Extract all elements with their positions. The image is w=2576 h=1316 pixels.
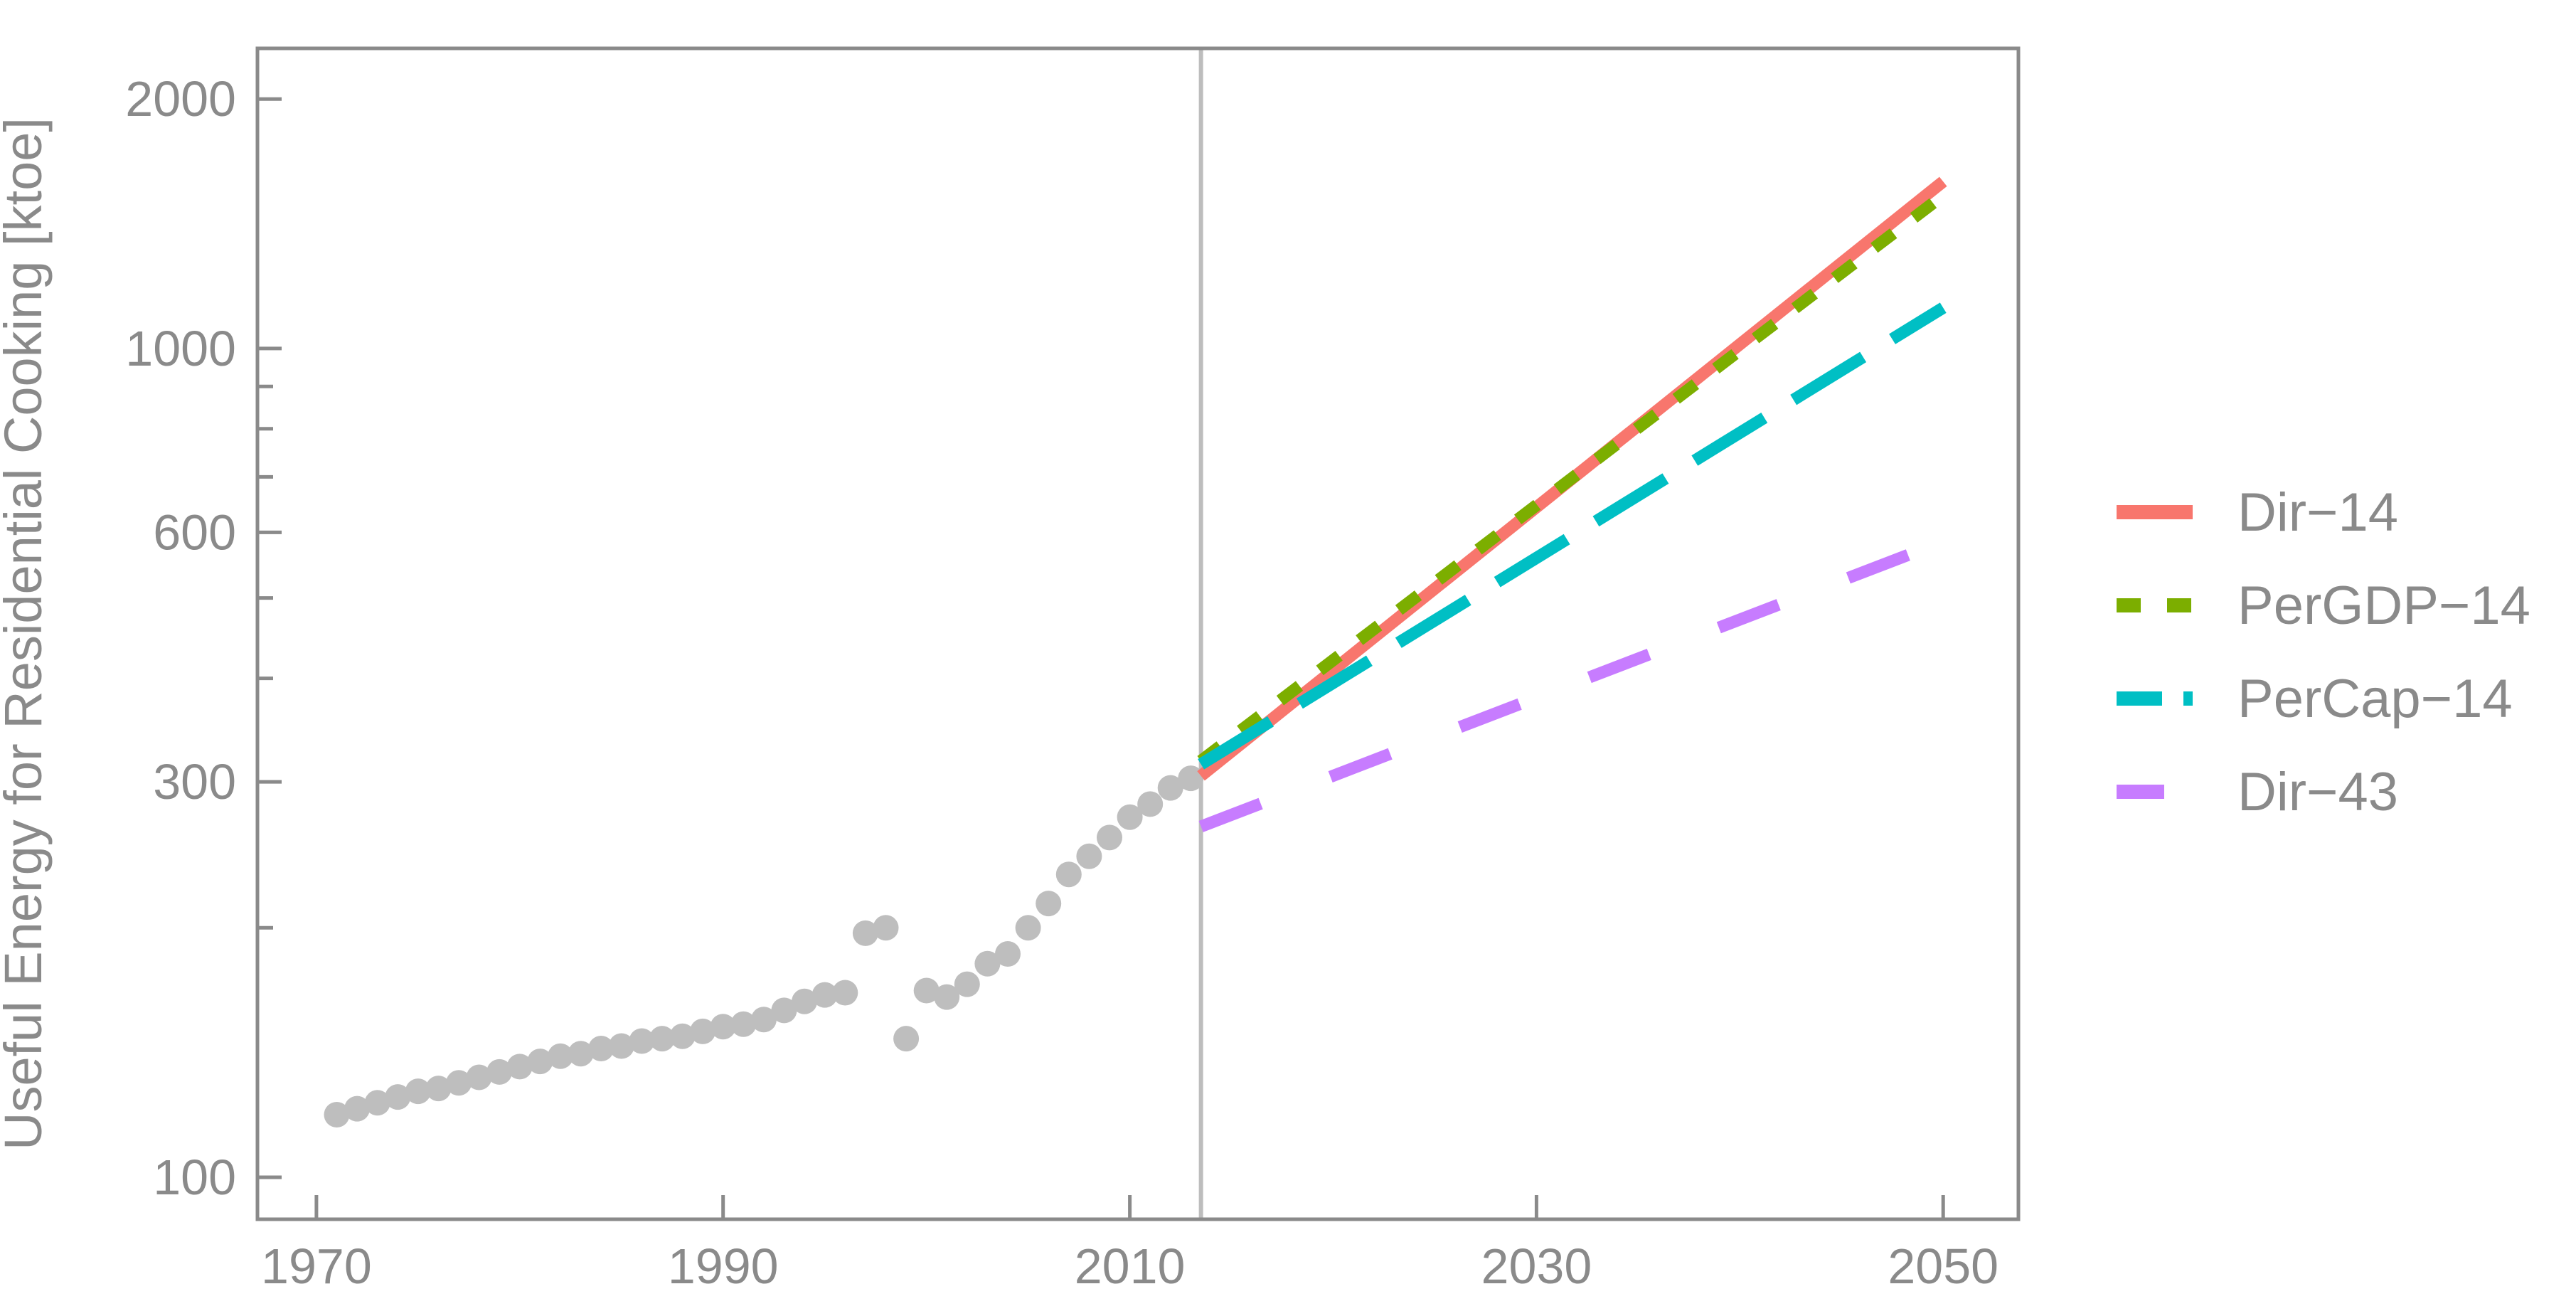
y-tick-label: 600	[153, 504, 236, 560]
data-point	[1015, 915, 1041, 941]
data-point	[364, 1090, 390, 1116]
y-tick-label: 2000	[125, 71, 236, 127]
x-tick-label: 1990	[668, 1238, 779, 1294]
historical-points	[324, 765, 1204, 1127]
data-point	[527, 1049, 553, 1075]
data-point	[974, 950, 1001, 977]
data-point	[425, 1076, 452, 1102]
data-point	[1137, 791, 1164, 817]
series-line-percap-14	[1198, 302, 1947, 770]
data-point	[466, 1064, 492, 1091]
data-point	[934, 984, 960, 1010]
legend-label: PerGDP−14	[2237, 575, 2530, 636]
data-point	[608, 1033, 634, 1059]
data-point	[954, 971, 980, 997]
legend-item-dir-43: Dir−43	[2117, 762, 2398, 822]
y-axis-title: Useful Energy for Residential Cooking [k…	[0, 117, 53, 1150]
legend: Dir−14 PerGDP−14 PerCap−14 Dir−43	[2117, 482, 2530, 822]
data-point	[811, 982, 838, 1008]
data-point	[588, 1036, 614, 1061]
x-tick-label: 2010	[1075, 1238, 1186, 1294]
data-point	[1036, 891, 1062, 917]
data-point	[1076, 843, 1102, 869]
series-line-pergdp-14	[1197, 190, 1947, 766]
axis-tick-labels: 100 300 600 1000 2000 1970 1990 2010 2030 2050	[125, 71, 1998, 1294]
plot-frame	[255, 46, 2021, 1221]
data-point	[1178, 765, 1204, 792]
y-tick-label: 300	[153, 754, 236, 810]
data-point	[1157, 775, 1183, 801]
data-point	[730, 1011, 757, 1037]
x-tick-label: 2030	[1481, 1238, 1592, 1294]
y-tick-label: 100	[153, 1150, 236, 1205]
legend-item-dir-14: Dir−14	[2117, 482, 2398, 543]
legend-label: Dir−14	[2237, 482, 2398, 543]
data-point	[405, 1078, 431, 1105]
data-point	[629, 1028, 655, 1054]
data-point	[649, 1026, 675, 1052]
data-point	[771, 997, 797, 1024]
data-point	[832, 980, 858, 1006]
legend-label: Dir−43	[2237, 762, 2398, 822]
x-tick-label: 2050	[1888, 1238, 1998, 1294]
data-point	[669, 1023, 696, 1049]
plot-frame-layer	[255, 46, 2021, 1221]
data-point	[506, 1054, 533, 1080]
data-point	[873, 915, 899, 941]
y-tick-label: 1000	[125, 321, 236, 376]
x-tick-label: 1970	[261, 1238, 372, 1294]
data-point	[486, 1058, 513, 1085]
data-point	[568, 1041, 594, 1067]
data-point	[324, 1102, 350, 1127]
data-point	[852, 920, 878, 946]
data-point	[1097, 824, 1122, 851]
data-point	[750, 1007, 777, 1033]
data-point	[1117, 804, 1143, 830]
axis-ticks	[257, 97, 1945, 1219]
data-point	[446, 1070, 472, 1096]
legend-label: PerCap−14	[2237, 669, 2513, 729]
data-point	[548, 1043, 573, 1069]
scenario-lines	[1197, 176, 1947, 832]
data-point	[1055, 861, 1082, 888]
legend-item-percap-14: PerCap−14	[2117, 669, 2513, 729]
data-point	[385, 1084, 411, 1110]
data-point	[344, 1095, 371, 1122]
data-point	[710, 1014, 736, 1040]
data-point	[995, 941, 1021, 967]
data-point	[893, 1026, 920, 1052]
legend-item-pergdp-14: PerGDP−14	[2117, 575, 2530, 636]
data-point	[913, 977, 940, 1004]
data-point	[690, 1018, 716, 1044]
data-point	[792, 988, 818, 1014]
